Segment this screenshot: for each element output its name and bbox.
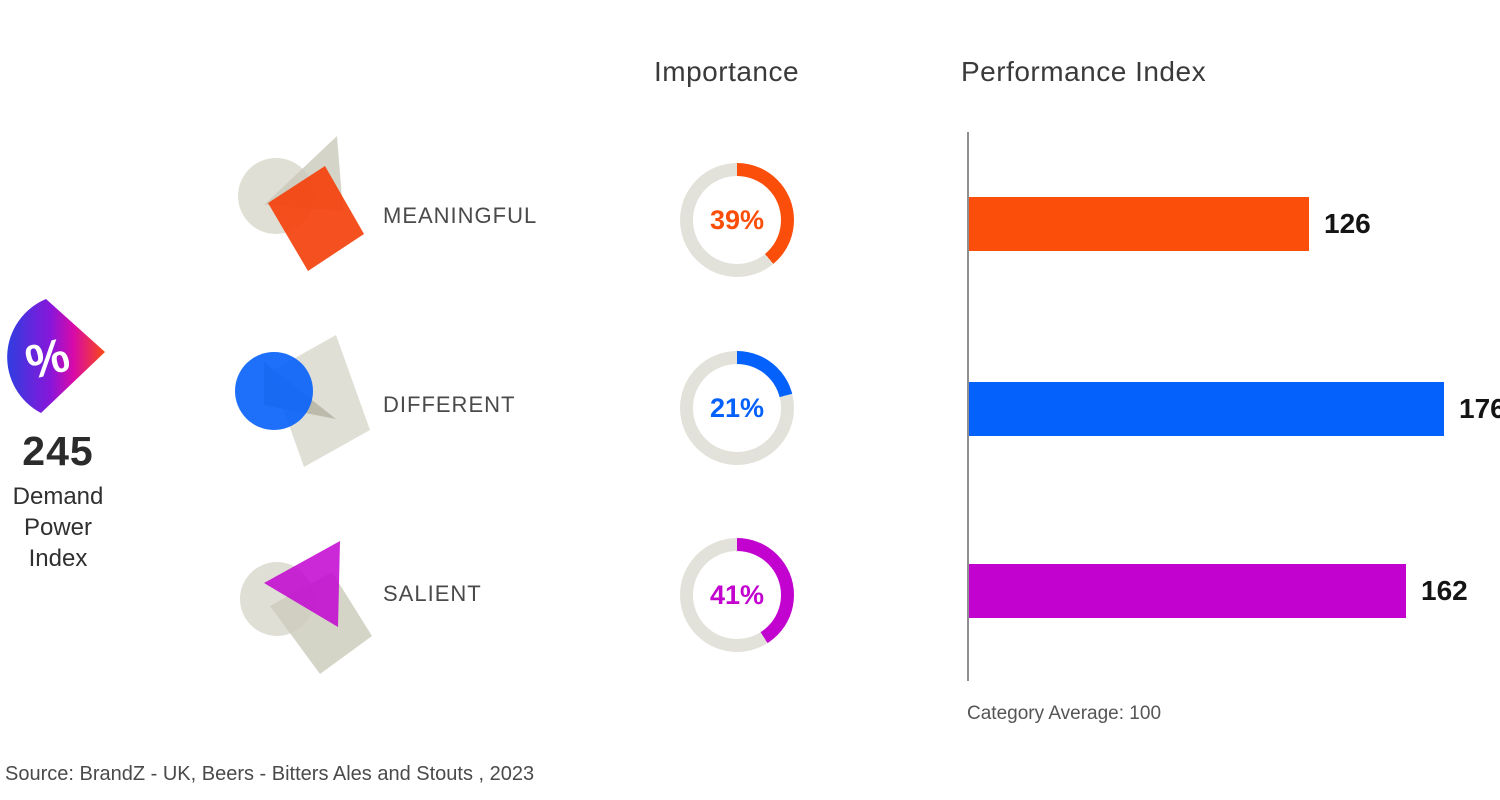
performance-bar-row-different: 176 <box>969 382 1500 436</box>
performance-column-title: Performance Index <box>961 56 1207 87</box>
demand-power-label-line1: Demand <box>12 483 104 510</box>
performance-bar-row-meaningful: 126 <box>969 197 1371 251</box>
performance-bar-salient <box>969 564 1406 618</box>
source-attribution: Source: BrandZ - UK, Beers - Bitters Ale… <box>5 763 535 785</box>
importance-donut-different: 21% <box>680 351 794 465</box>
performance-value-meaningful: 126 <box>1324 208 1371 239</box>
performance-bar-different <box>969 382 1444 436</box>
importance-value-salient: 41% <box>693 551 781 639</box>
trait-label-salient: SALIENT <box>383 581 482 606</box>
different-circle-shape <box>235 352 313 430</box>
demand-power-score: 245 <box>22 428 94 474</box>
trait-label-meaningful: MEANINGFUL <box>383 203 538 228</box>
demand-power-label: Demand Power Index <box>0 481 116 574</box>
importance-value-meaningful: 39% <box>693 176 781 264</box>
demand-power-label-line3: Index <box>28 545 88 572</box>
performance-value-salient: 162 <box>1421 575 1468 606</box>
meaningful-square-shape <box>268 166 364 271</box>
pie-wedge-shape <box>7 299 105 413</box>
salient-triangle-shape <box>264 541 340 627</box>
performance-axis-line <box>967 132 969 681</box>
performance-bar-row-salient: 162 <box>969 564 1468 618</box>
different-icon <box>235 335 370 467</box>
importance-donut-meaningful: 39% <box>680 163 794 277</box>
importance-value-different: 21% <box>693 364 781 452</box>
meaningful-icon <box>238 136 364 271</box>
category-average-note: Category Average: 100 <box>967 703 1162 724</box>
demand-power-label-line2: Power <box>23 514 93 541</box>
salient-icon <box>240 541 372 674</box>
importance-donut-salient: 41% <box>680 538 794 652</box>
performance-value-different: 176 <box>1459 393 1500 424</box>
importance-column-title: Importance <box>654 56 800 87</box>
demand-power-pie-icon: % <box>7 299 105 413</box>
performance-bar-meaningful <box>969 197 1309 251</box>
trait-label-different: DIFFERENT <box>383 392 516 417</box>
